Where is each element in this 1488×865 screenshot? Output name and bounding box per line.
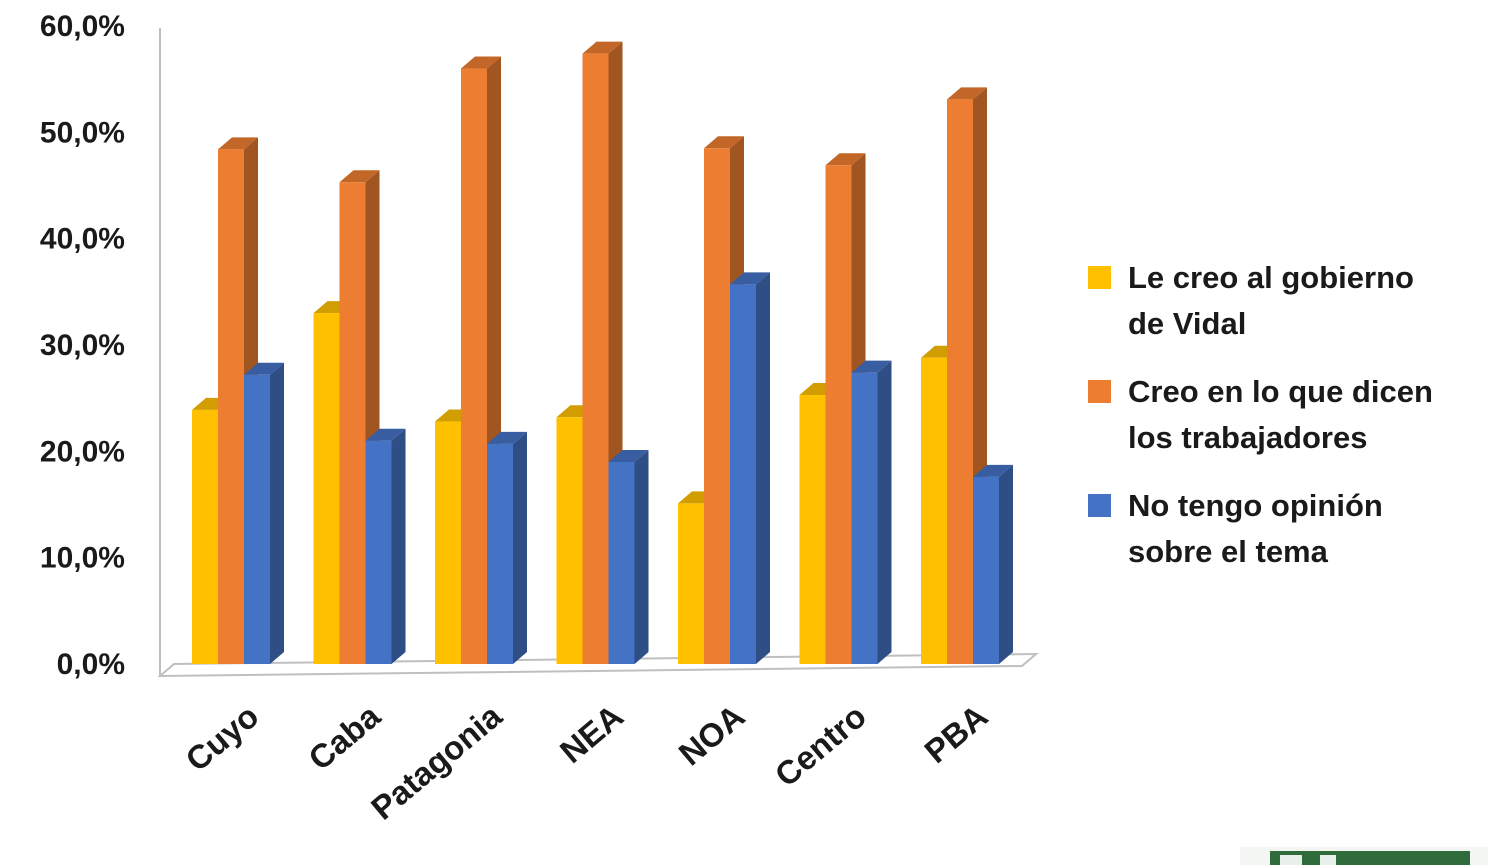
legend-swatch-sin-opinion	[1088, 494, 1111, 517]
y-tick-label: 0,0%	[57, 648, 125, 681]
bar-side	[999, 464, 1013, 664]
bar-top	[608, 449, 649, 462]
bar-top	[339, 170, 380, 183]
legend-label-gobierno-line1: Le creo al gobierno	[1128, 260, 1414, 295]
legend-swatch-gobierno	[1088, 266, 1111, 289]
bar-front	[678, 503, 704, 664]
bar-front	[947, 99, 973, 665]
bar-front	[973, 476, 999, 664]
bar-front	[313, 313, 340, 664]
bar-top	[487, 431, 527, 444]
legend-item-sin-opinion: No tengo opinión sobre el tema	[1088, 483, 1483, 575]
bar-front	[365, 440, 392, 664]
x-category-label: NEA	[553, 697, 630, 770]
bar-front	[582, 53, 609, 664]
bar-front	[218, 149, 244, 664]
bar	[365, 428, 406, 664]
legend-item-gobierno: Le creo al gobierno de Vidal	[1088, 255, 1483, 347]
bar-front	[921, 357, 947, 664]
bar-front	[435, 421, 461, 664]
chart-axes	[157, 28, 1039, 678]
bar-top	[730, 272, 770, 285]
bar	[730, 272, 770, 664]
bar-front	[799, 394, 826, 664]
bar-front	[608, 461, 635, 664]
floor-plane	[157, 652, 1039, 678]
y-tick-label: 40,0%	[40, 223, 125, 256]
bar-side	[513, 431, 527, 664]
legend-label-gobierno-line2: de Vidal	[1128, 306, 1247, 341]
bar-top	[973, 464, 1013, 477]
x-category-label: NOA	[672, 697, 752, 772]
bar	[487, 431, 527, 664]
bar-top	[704, 136, 744, 149]
y-tick-label: 50,0%	[40, 116, 125, 149]
bar-front	[704, 148, 730, 665]
bar-front	[339, 182, 366, 664]
bar-front	[556, 417, 583, 664]
bar-front	[851, 372, 878, 664]
bar-top	[947, 87, 987, 100]
y-tick-label: 30,0%	[40, 329, 125, 362]
bar-front	[825, 165, 852, 664]
bar	[608, 449, 649, 664]
y-tick-label: 20,0%	[40, 435, 125, 468]
bars	[192, 41, 1013, 665]
legend-swatch-trabajadores	[1088, 380, 1111, 403]
bar-side	[634, 449, 649, 664]
x-category-label: Cuyo	[179, 697, 266, 778]
y-tick-label: 10,0%	[40, 542, 125, 575]
legend-label-sin-opinion-line2: sobre el tema	[1128, 534, 1328, 569]
bar-top	[365, 428, 406, 441]
bar-front	[730, 284, 756, 664]
bar-side	[391, 428, 406, 664]
legend-item-trabajadores: Creo en lo que dicen los trabajadores	[1088, 369, 1483, 461]
x-category-label: Centro	[768, 697, 873, 794]
bar-front	[461, 68, 487, 665]
bar-top	[851, 360, 892, 373]
x-category-label: PBA	[917, 697, 994, 770]
bar	[244, 362, 284, 664]
bar-side	[877, 360, 892, 664]
y-axis-ticks: 0,0% 10,0% 20,0% 30,0% 40,0% 50,0% 60,0%	[40, 10, 125, 681]
bar	[851, 360, 892, 664]
bar-top	[244, 362, 284, 375]
bar-front	[192, 409, 218, 664]
legend-label-trabajadores-line1: Creo en lo que dicen	[1128, 374, 1433, 409]
bar-top	[825, 153, 866, 166]
bar-side	[270, 362, 284, 664]
bar-front	[487, 443, 513, 664]
bar-top	[218, 137, 258, 150]
y-tick-label: 60,0%	[40, 10, 125, 43]
corner-logo	[1240, 847, 1488, 865]
legend: Le creo al gobierno de Vidal Creo en lo …	[1088, 255, 1483, 597]
bar-side	[756, 272, 770, 664]
bar-top	[461, 56, 501, 69]
x-category-label: Caba	[301, 697, 387, 778]
bar	[973, 464, 1013, 664]
bar-front	[244, 374, 270, 664]
bar-top	[582, 41, 623, 54]
legend-label-sin-opinion-line1: No tengo opinión	[1128, 488, 1383, 523]
legend-label-trabajadores-line2: los trabajadores	[1128, 420, 1368, 455]
x-category-label: Patagonia	[364, 697, 509, 827]
